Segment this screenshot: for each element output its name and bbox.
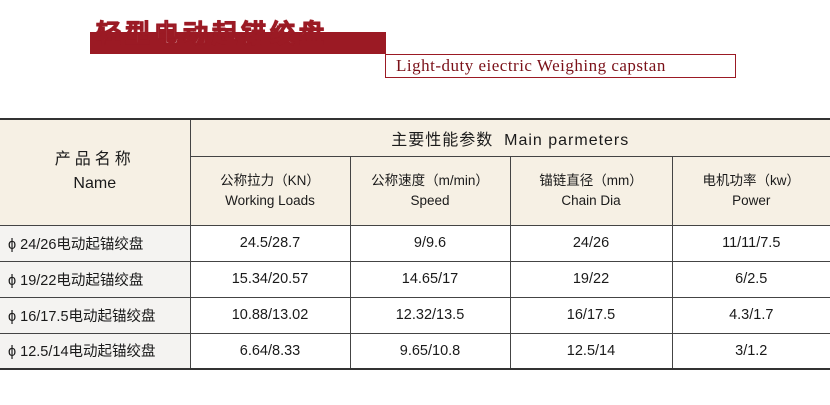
cell: 11/11/7.5 xyxy=(671,224,830,262)
cell: 6/2.5 xyxy=(671,260,830,298)
cell: 19/22 xyxy=(509,260,673,298)
cell: 10.88/13.02 xyxy=(189,296,351,334)
column-header: 电机功率（kw） Power xyxy=(671,155,830,226)
cell: 16/17.5 xyxy=(509,296,673,334)
name-header-en: Name xyxy=(73,175,117,193)
product-name: ϕ 19/22电动起锚绞盘 xyxy=(0,260,191,298)
cell: 15.34/20.57 xyxy=(189,260,351,298)
cell: 9.65/10.8 xyxy=(349,332,511,370)
cell: 24/26 xyxy=(509,224,673,262)
table-row: ϕ 16/17.5电动起锚绞盘 10.88/13.02 12.32/13.5 1… xyxy=(0,296,830,334)
main-parameters-header: 主要性能参数 Main parmeters xyxy=(189,118,830,157)
title-chinese: 轻型电动起锚绞盘 xyxy=(95,19,329,49)
name-header: 产品名称 Name xyxy=(0,118,191,226)
column-header: 锚链直径（mm） Chain Dia xyxy=(509,155,673,226)
cell: 9/9.6 xyxy=(349,224,511,262)
table-row: ϕ 19/22电动起锚绞盘 15.34/20.57 14.65/17 19/22… xyxy=(0,260,830,298)
cell: 24.5/28.7 xyxy=(189,224,351,262)
parameters-table: 产品名称 Name 主要性能参数 Main parmeters 公称拉力（KN）… xyxy=(0,118,830,370)
cell: 6.64/8.33 xyxy=(189,332,351,370)
product-name: ϕ 24/26电动起锚绞盘 xyxy=(0,224,191,262)
cell: 3/1.2 xyxy=(671,332,830,370)
product-name: ϕ 12.5/14电动起锚绞盘 xyxy=(0,332,191,370)
column-header: 公称速度（m/min） Speed xyxy=(349,155,511,226)
cell: 12.5/14 xyxy=(509,332,673,370)
cell: 14.65/17 xyxy=(349,260,511,298)
table-row: ϕ 12.5/14电动起锚绞盘 6.64/8.33 9.65/10.8 12.5… xyxy=(0,332,830,370)
cell: 12.32/13.5 xyxy=(349,296,511,334)
cell: 4.3/1.7 xyxy=(671,296,830,334)
product-name: ϕ 16/17.5电动起锚绞盘 xyxy=(0,296,191,334)
name-header-cn: 产品名称 xyxy=(54,151,135,169)
column-header: 公称拉力（KN） Working Loads xyxy=(190,155,351,226)
title-english: Light-duty eiectric Weighing capstan xyxy=(385,54,736,78)
table-row: ϕ 24/26电动起锚绞盘 24.5/28.7 9/9.6 24/26 11/1… xyxy=(0,224,830,262)
title-banner xyxy=(90,32,386,54)
